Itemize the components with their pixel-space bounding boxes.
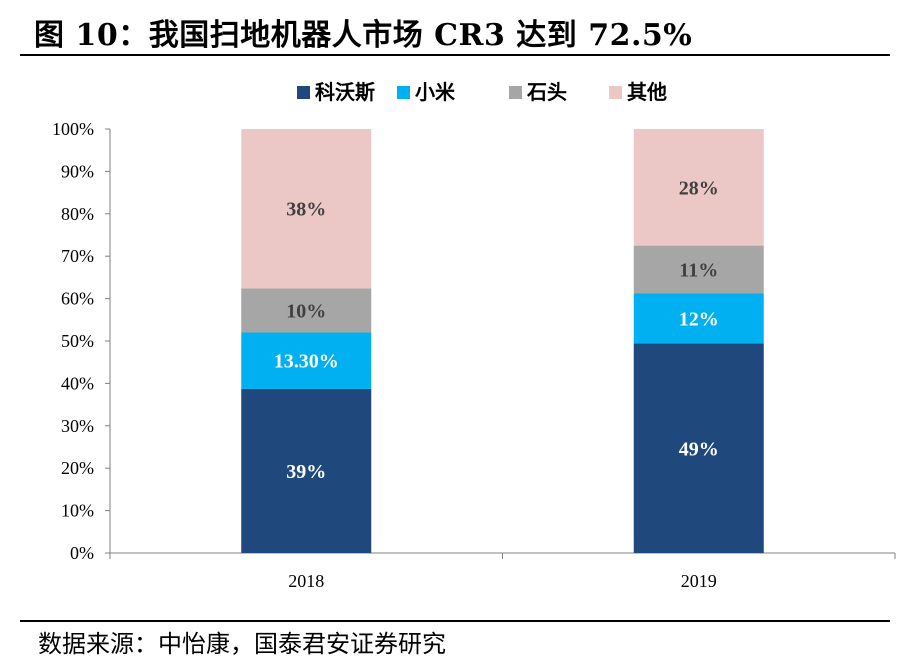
y-tick-label: 70%	[61, 246, 94, 266]
y-axis: 0% 10% 20% 30% 40% 50% 60% 70% 80% 90% 100%	[52, 119, 111, 563]
y-tick-label: 40%	[61, 373, 94, 393]
bar-segment	[241, 288, 372, 333]
data-label: 11%	[679, 260, 718, 282]
y-tick-label: 80%	[61, 204, 94, 224]
data-label: 49%	[679, 438, 719, 460]
bar-segment	[241, 332, 372, 389]
x-axis: 2018 2019	[109, 552, 896, 591]
legend-swatch	[397, 86, 410, 99]
title-divider	[20, 54, 890, 56]
data-label: 28%	[679, 177, 719, 199]
bars: 39% 13.30% 10% 38% 49% 12% 11% 28%	[241, 129, 764, 553]
x-tick-label: 2018	[288, 571, 324, 591]
bar-segment	[633, 293, 764, 344]
data-label: 12%	[679, 309, 719, 331]
y-tick-label: 90%	[61, 161, 94, 181]
bar-segment	[633, 129, 764, 246]
source-note: 数据来源：中怡康，国泰君安证券研究	[38, 630, 446, 658]
legend-swatch	[609, 86, 622, 99]
chart-title: 图 10：我国扫地机器人市场 CR3 达到 72.5%	[34, 18, 693, 53]
data-label: 38%	[286, 199, 326, 221]
bar-segment	[633, 343, 764, 553]
legend-swatch	[297, 86, 310, 99]
bar-segment	[241, 388, 372, 553]
x-tick-label: 2019	[681, 571, 717, 591]
data-label: 39%	[286, 461, 326, 483]
data-label: 13.30%	[274, 351, 339, 373]
legend-label: 其他	[627, 80, 667, 104]
y-tick-label: 50%	[61, 331, 94, 351]
data-label: 10%	[286, 300, 326, 322]
legend: 科沃斯 小米 石头 其他	[297, 80, 667, 104]
y-tick-label: 30%	[61, 416, 94, 436]
legend-label: 石头	[526, 81, 567, 104]
source-divider	[20, 620, 890, 622]
legend-label: 科沃斯	[315, 80, 375, 104]
y-tick-label: 20%	[61, 458, 94, 478]
legend-swatch	[509, 86, 522, 99]
legend-label: 小米	[415, 81, 456, 104]
bar-segment	[633, 245, 764, 294]
y-tick-label: 100%	[52, 119, 94, 139]
bar-segment	[241, 129, 372, 289]
y-tick-label: 60%	[61, 289, 94, 309]
y-tick-label: 10%	[61, 501, 94, 521]
y-tick-label: 0%	[70, 543, 94, 563]
